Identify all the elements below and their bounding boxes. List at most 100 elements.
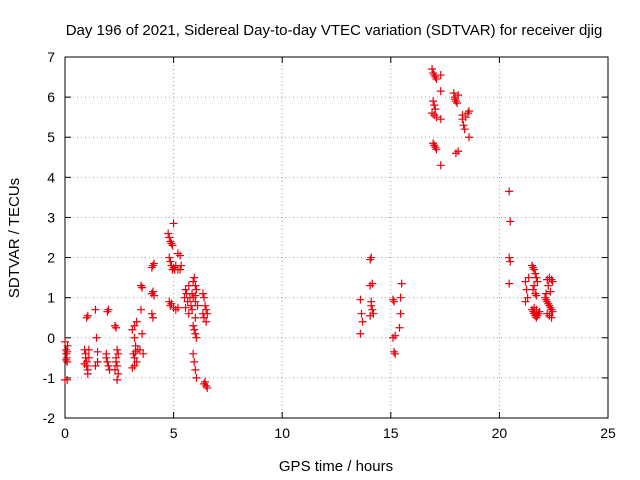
data-point (135, 345, 144, 354)
data-point (92, 333, 101, 342)
data-point (436, 161, 445, 170)
x-tick-label: 20 (492, 425, 508, 441)
data-point (432, 145, 441, 154)
data-point (544, 299, 553, 308)
grid-lines (65, 57, 608, 418)
data-point (524, 273, 533, 282)
data-point (192, 285, 201, 294)
data-point (546, 287, 555, 296)
data-point (202, 381, 211, 390)
data-point (190, 325, 199, 334)
data-point (147, 309, 156, 318)
data-point (431, 73, 440, 82)
data-point (130, 321, 139, 330)
data-point (436, 71, 445, 80)
data-point (112, 357, 121, 366)
data-point (148, 287, 157, 296)
data-point (93, 357, 102, 366)
data-point (84, 345, 93, 354)
data-point (460, 125, 469, 134)
data-point (168, 241, 177, 250)
data-point (430, 141, 439, 150)
data-point (436, 115, 445, 124)
data-point (548, 277, 557, 286)
data-point (63, 357, 72, 366)
data-point (527, 261, 536, 270)
data-point (547, 305, 556, 314)
data-point (366, 311, 375, 320)
data-point (546, 303, 555, 312)
data-point (129, 349, 138, 358)
data-point (176, 251, 185, 260)
data-point (130, 353, 139, 362)
data-point (191, 329, 200, 338)
data-point (166, 237, 175, 246)
data-point (167, 299, 176, 308)
data-point (548, 307, 557, 316)
data-point (184, 309, 193, 318)
data-point (173, 249, 182, 258)
data-point (63, 375, 72, 384)
data-point (366, 281, 375, 290)
data-point (112, 323, 121, 332)
data-point (192, 373, 201, 382)
data-point (192, 333, 201, 342)
data-point (390, 297, 399, 306)
data-point (150, 291, 159, 300)
data-point (61, 337, 69, 346)
data-point (91, 305, 100, 314)
data-point (165, 253, 174, 262)
x-tick-label: 0 (61, 425, 69, 441)
data-point (458, 111, 467, 120)
data-point (505, 187, 514, 196)
data-point (544, 281, 553, 290)
data-point (541, 293, 550, 302)
data-point (110, 365, 119, 374)
data-point (505, 279, 514, 288)
data-point (428, 65, 437, 74)
data-point (396, 293, 405, 302)
data-point (464, 133, 473, 142)
data-point (529, 285, 538, 294)
data-point (191, 291, 200, 300)
data-markers (61, 65, 557, 392)
data-point (189, 277, 198, 286)
data-point (169, 219, 178, 228)
data-point (131, 347, 140, 356)
data-point (543, 297, 552, 306)
data-point (388, 295, 397, 304)
data-point (454, 91, 463, 100)
data-point (181, 303, 190, 312)
data-point (191, 281, 200, 290)
data-point (132, 357, 141, 366)
data-point (450, 95, 459, 104)
data-point (103, 357, 112, 366)
data-point (191, 313, 200, 322)
data-point (191, 365, 200, 374)
data-point (200, 379, 209, 388)
data-point (80, 359, 89, 368)
data-point (388, 333, 397, 342)
data-point (81, 349, 90, 358)
data-point (368, 279, 377, 288)
data-point (436, 87, 445, 96)
data-point (130, 333, 139, 342)
data-point (150, 259, 159, 268)
data-point (356, 295, 365, 304)
data-point (432, 75, 441, 84)
data-point (532, 291, 541, 300)
data-point (532, 305, 541, 314)
data-point (459, 121, 468, 130)
data-point (545, 301, 554, 310)
data-point (530, 303, 539, 312)
data-point (534, 309, 543, 318)
data-point (84, 353, 93, 362)
data-point (176, 265, 185, 274)
data-point (357, 309, 366, 318)
y-tick-label: -2 (43, 410, 56, 426)
data-point (113, 345, 122, 354)
data-point (93, 347, 102, 356)
data-point (430, 101, 439, 110)
data-point (137, 281, 146, 290)
data-point (532, 313, 541, 322)
